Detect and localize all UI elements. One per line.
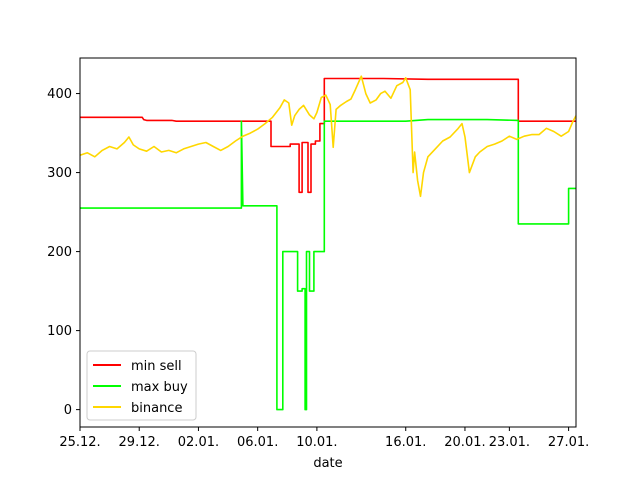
y-tick-label: 200 <box>47 245 72 260</box>
x-tick-label: 10.01. <box>296 435 337 450</box>
y-tick-label: 400 <box>47 87 72 102</box>
series-line-binance <box>80 75 576 198</box>
y-axis: 0 100 200 300 400 <box>47 87 80 418</box>
y-tick-label: 0 <box>64 403 72 418</box>
x-tick-label: 23.01. <box>489 435 530 450</box>
x-tick-label: 02.01. <box>178 435 219 450</box>
x-tick-label: 16.01. <box>385 435 426 450</box>
plot-frame <box>79 57 577 428</box>
legend-label-min-sell: min sell <box>131 359 182 374</box>
x-axis-label: date <box>313 456 342 471</box>
x-tick-label: 06.01. <box>237 435 278 450</box>
x-tick-label: 29.12. <box>119 435 160 450</box>
x-axis: 25.12. 29.12. 02.01. 06.01. 10.01. 16.01. 20.0… <box>59 427 589 450</box>
x-tick-label: 25.12. <box>59 435 100 450</box>
legend: min sell max buy binance <box>86 350 197 421</box>
x-tick-label: 20.01. <box>444 435 485 450</box>
legend-label-binance: binance <box>131 401 182 416</box>
y-tick-label: 300 <box>47 166 72 181</box>
legend-label-max-buy: max buy <box>131 380 188 395</box>
series-layer <box>80 75 576 411</box>
series-line-min-sell <box>80 77 576 194</box>
y-tick-label: 100 <box>47 324 72 339</box>
x-tick-label: 27.01. <box>548 435 589 450</box>
series-line-max-buy <box>80 118 576 411</box>
legend-box <box>86 350 197 421</box>
